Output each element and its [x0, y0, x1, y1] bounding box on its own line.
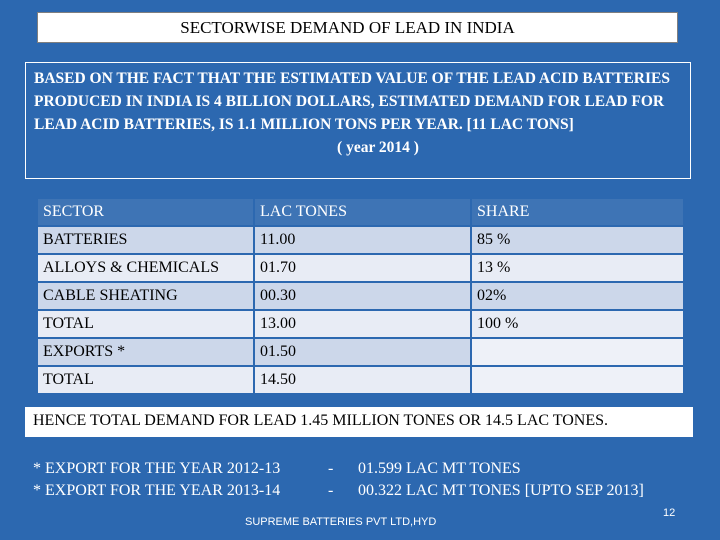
cell-lac-tones: 14.50 [253, 365, 472, 395]
header-share: SHARE [470, 197, 685, 227]
header-lac-tones: LAC TONES [253, 197, 472, 227]
export-label: * EXPORT FOR THE YEAR 2012-13 [33, 460, 281, 477]
cell-share [470, 337, 685, 367]
sector-demand-table: SECTOR LAC TONES SHARE BATTERIES 11.00 8… [36, 197, 685, 395]
cell-sector: TOTAL [36, 365, 255, 395]
cell-sector: TOTAL [36, 309, 255, 339]
table-row: TOTAL 14.50 [36, 365, 685, 395]
page-number: 12 [663, 507, 676, 519]
cell-sector: ALLOYS & CHEMICALS [36, 253, 255, 283]
export-value: 00.322 LAC MT TONES [UPTO SEP 2013] [358, 482, 644, 499]
cell-lac-tones: 01.70 [253, 253, 472, 283]
header-sector: SECTOR [36, 197, 255, 227]
table-row: CABLE SHEATING 00.30 02% [36, 281, 685, 311]
table-header-row: SECTOR LAC TONES SHARE [36, 197, 685, 227]
cell-sector: CABLE SHEATING [36, 281, 255, 311]
export-dash: - [328, 482, 334, 499]
total-demand-note: HENCE TOTAL DEMAND FOR LEAD 1.45 MILLION… [25, 407, 693, 437]
cell-lac-tones: 13.00 [253, 309, 472, 339]
cell-lac-tones: 01.50 [253, 337, 472, 367]
cell-lac-tones: 11.00 [253, 225, 472, 255]
intro-box: BASED ON THE FACT THAT THE ESTIMATED VAL… [25, 62, 691, 179]
export-note-row: * EXPORT FOR THE YEAR 2012-13 - 01.599 LAC… [33, 458, 644, 480]
cell-sector: EXPORTS * [36, 337, 255, 367]
export-label: * EXPORT FOR THE YEAR 2013-14 [33, 482, 281, 499]
cell-lac-tones: 00.30 [253, 281, 472, 311]
table-row: ALLOYS & CHEMICALS 01.70 13 % [36, 253, 685, 283]
cell-share: 85 % [470, 225, 685, 255]
intro-year: ( year 2014 ) [337, 139, 419, 156]
export-note-row: * EXPORT FOR THE YEAR 2013-14 - 00.322 LAC… [33, 480, 644, 502]
cell-share [470, 365, 685, 395]
slide-title-box: SECTORWISE DEMAND OF LEAD IN INDIA [37, 12, 678, 43]
intro-text: BASED ON THE FACT THAT THE ESTIMATED VAL… [34, 70, 670, 133]
export-notes: * EXPORT FOR THE YEAR 2012-13 - 01.599 LAC… [33, 458, 644, 502]
cell-share: 100 % [470, 309, 685, 339]
cell-share: 13 % [470, 253, 685, 283]
slide-title: SECTORWISE DEMAND OF LEAD IN INDIA [180, 17, 515, 37]
table-row: TOTAL 13.00 100 % [36, 309, 685, 339]
table-row: EXPORTS * 01.50 [36, 337, 685, 367]
export-value: 01.599 LAC MT TONES [358, 460, 521, 477]
cell-share: 02% [470, 281, 685, 311]
footer-company: SUPREME BATTERIES PVT LTD,HYD [245, 516, 437, 528]
table-row: BATTERIES 11.00 85 % [36, 225, 685, 255]
cell-sector: BATTERIES [36, 225, 255, 255]
export-dash: - [328, 460, 334, 477]
